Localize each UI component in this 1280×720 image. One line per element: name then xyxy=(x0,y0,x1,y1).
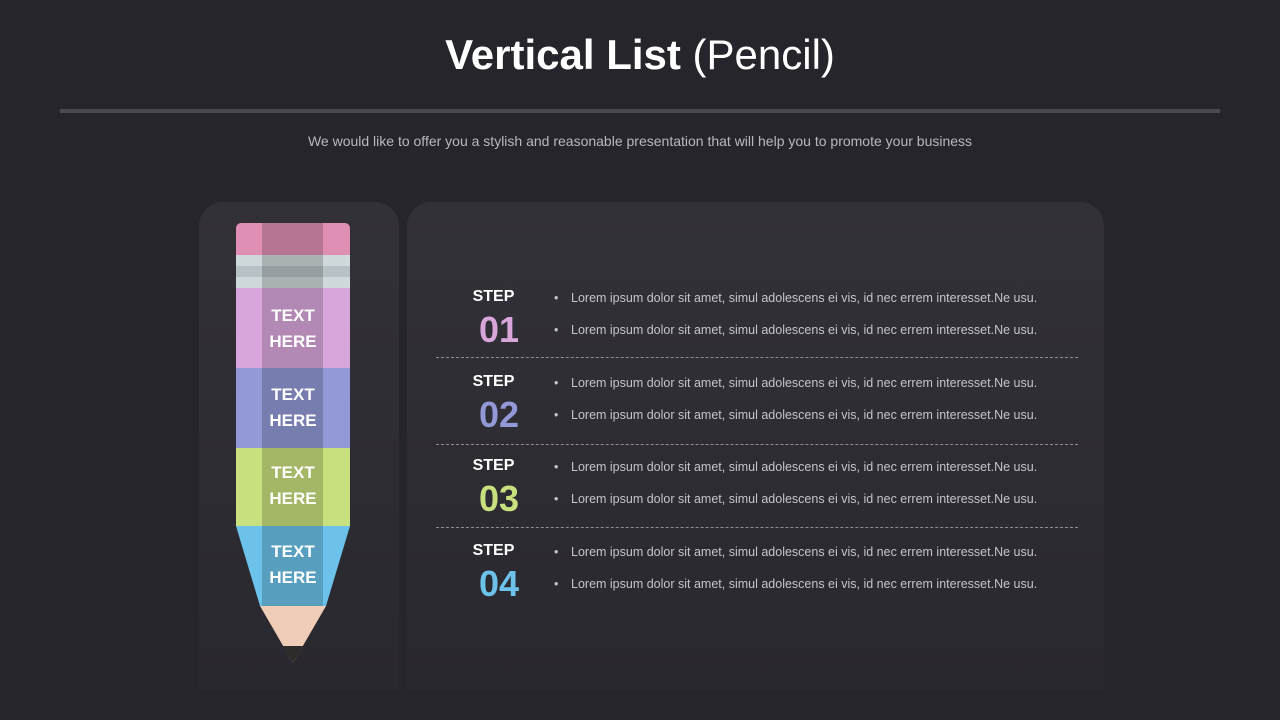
step-divider xyxy=(436,444,1078,445)
eraser-shade xyxy=(262,223,323,255)
segment-3-shade xyxy=(262,448,323,526)
pencil-segment-2-label: TEXT HERE xyxy=(269,385,317,430)
bullet-item: Lorem ipsum dolor sit amet, simul adoles… xyxy=(554,459,1037,475)
step-number: 03 xyxy=(478,478,520,519)
bullet-item: Lorem ipsum dolor sit amet, simul adoles… xyxy=(554,407,1037,423)
step-row-2: STEP 02 Lorem ipsum dolor sit amet, simu… xyxy=(436,373,1078,457)
step-number: 04 xyxy=(478,563,520,604)
step-divider xyxy=(436,357,1078,358)
bullet-item: Lorem ipsum dolor sit amet, simul adoles… xyxy=(554,576,1037,592)
page-subtitle: We would like to offer you a stylish and… xyxy=(307,133,973,149)
title-divider xyxy=(60,109,1220,113)
pencil-ferrule xyxy=(236,255,350,288)
step-number: 01 xyxy=(478,309,520,350)
pencil-segment-4 xyxy=(236,526,350,606)
segment-1-shade xyxy=(262,288,323,368)
pencil-segment-3 xyxy=(236,448,350,526)
segment-2-shade xyxy=(262,368,323,448)
step-word: STEP xyxy=(472,457,515,474)
pencil-segment-1 xyxy=(236,288,350,368)
step-row-3: STEP 03 Lorem ipsum dolor sit amet, simu… xyxy=(436,457,1078,541)
step-number: 02 xyxy=(478,394,520,435)
pencil-segment-3-label: TEXT HERE xyxy=(269,463,317,508)
bullet-item: Lorem ipsum dolor sit amet, simul adoles… xyxy=(554,375,1037,391)
step-row-4: STEP 04 Lorem ipsum dolor sit amet, simu… xyxy=(436,542,1078,626)
step-bullets: Lorem ipsum dolor sit amet, simul adoles… xyxy=(554,459,1037,523)
bullet-item: Lorem ipsum dolor sit amet, simul adoles… xyxy=(554,322,1037,338)
segment-4-shade xyxy=(262,526,323,606)
ferrule-shade xyxy=(262,255,323,288)
pencil-wood xyxy=(260,606,326,663)
step-word: STEP xyxy=(472,373,515,390)
pencil-segment-4-label: TEXT HERE xyxy=(269,542,317,587)
bullet-item: Lorem ipsum dolor sit amet, simul adoles… xyxy=(554,491,1037,507)
step-word: STEP xyxy=(472,542,515,559)
page-title: Vertical List (Pencil) xyxy=(0,28,1280,82)
step-word: STEP xyxy=(472,288,515,305)
step-bullets: Lorem ipsum dolor sit amet, simul adoles… xyxy=(554,290,1037,354)
step-bullets: Lorem ipsum dolor sit amet, simul adoles… xyxy=(554,375,1037,439)
step-bullets: Lorem ipsum dolor sit amet, simul adoles… xyxy=(554,544,1037,608)
step-row-1: STEP 01 Lorem ipsum dolor sit amet, simu… xyxy=(436,288,1078,372)
steps-panel xyxy=(407,202,1104,690)
step-divider xyxy=(436,527,1078,528)
title-bold: Vertical List xyxy=(445,31,681,78)
pencil-segment-2 xyxy=(236,368,350,448)
pencil-segment-1-label: TEXT HERE xyxy=(269,306,317,351)
pencil-lead xyxy=(283,646,303,663)
pencil-eraser xyxy=(236,223,350,255)
pencil-tip xyxy=(236,526,350,663)
bullet-item: Lorem ipsum dolor sit amet, simul adoles… xyxy=(554,544,1037,560)
title-light: (Pencil) xyxy=(692,31,835,78)
bullet-item: Lorem ipsum dolor sit amet, simul adoles… xyxy=(554,290,1037,306)
